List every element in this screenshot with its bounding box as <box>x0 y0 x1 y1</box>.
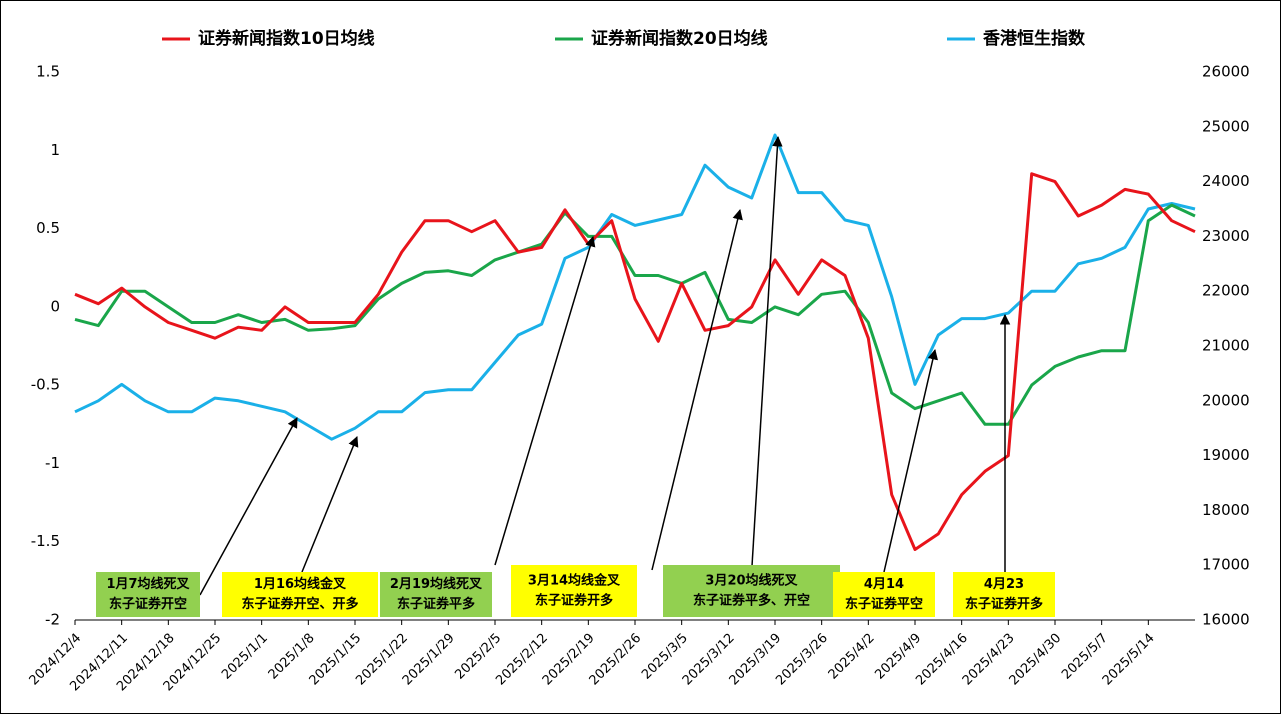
legend-label: 证券新闻指数10日均线 <box>198 28 375 49</box>
annotation-text: 3月14均线金叉 <box>528 573 621 589</box>
annotation-text: 东子证券平多 <box>397 596 475 612</box>
y2-tick-label: 17000 <box>1202 556 1250 574</box>
y-tick-label: -1.5 <box>31 532 60 550</box>
annotation-arrow <box>199 417 298 596</box>
y2-tick-label: 24000 <box>1202 172 1250 190</box>
y2-tick-label: 18000 <box>1202 501 1250 519</box>
legend-label: 证券新闻指数20日均线 <box>591 28 768 49</box>
y2-tick-label: 26000 <box>1202 63 1250 81</box>
annotation-box <box>222 572 378 617</box>
annotation-text: 东子证券开空、开多 <box>241 596 358 612</box>
y2-tick-label: 16000 <box>1202 611 1250 629</box>
y2-tick-label: 22000 <box>1202 282 1250 300</box>
annotation-box <box>96 572 200 617</box>
y-tick-label: 0 <box>50 297 60 315</box>
annotation-text: 1月16均线金叉 <box>254 576 347 592</box>
annotation-text: 2月19均线死叉 <box>390 576 483 592</box>
annotation-arrow <box>651 208 743 571</box>
series-line <box>74 172 1196 551</box>
annotation-text: 1月7均线死叉 <box>106 576 190 592</box>
annotation-box <box>833 572 935 617</box>
y-tick-label: 0.5 <box>36 219 60 237</box>
y2-tick-label: 23000 <box>1202 227 1250 245</box>
annotation-arrow <box>301 436 359 573</box>
annotation-box <box>380 572 492 617</box>
annotation-arrow <box>494 235 596 566</box>
annotation-text: 东子证券平多、开空 <box>693 593 810 609</box>
y-tick-label: -1 <box>45 454 60 472</box>
annotation-text: 东子证券开多 <box>535 593 613 609</box>
legend-label: 香港恒生指数 <box>983 28 1086 49</box>
y2-tick-label: 21000 <box>1202 337 1250 355</box>
annotation-text: 东子证券平空 <box>845 596 923 612</box>
y-tick-label: 1.5 <box>36 63 60 81</box>
annotation-text: 3月20均线死叉 <box>705 573 798 589</box>
annotation-arrow <box>883 348 939 573</box>
annotation-box <box>953 572 1055 617</box>
annotation-box <box>511 565 637 617</box>
y-tick-label: -0.5 <box>31 376 60 394</box>
series-line <box>74 133 1196 441</box>
annotation-box <box>663 565 840 617</box>
annotation-text: 东子证券开多 <box>965 596 1043 612</box>
y-tick-label: -2 <box>45 611 60 629</box>
y2-tick-label: 19000 <box>1202 446 1250 464</box>
y2-tick-label: 25000 <box>1202 117 1250 135</box>
annotation-text: 东子证券开空 <box>109 596 187 612</box>
annotation-text: 4月23 <box>984 577 1024 592</box>
series-line <box>74 203 1196 426</box>
annotation-arrow <box>751 135 783 567</box>
annotation-text: 4月14 <box>864 577 904 592</box>
y-tick-label: 1 <box>50 141 60 159</box>
y2-tick-label: 20000 <box>1202 391 1250 409</box>
